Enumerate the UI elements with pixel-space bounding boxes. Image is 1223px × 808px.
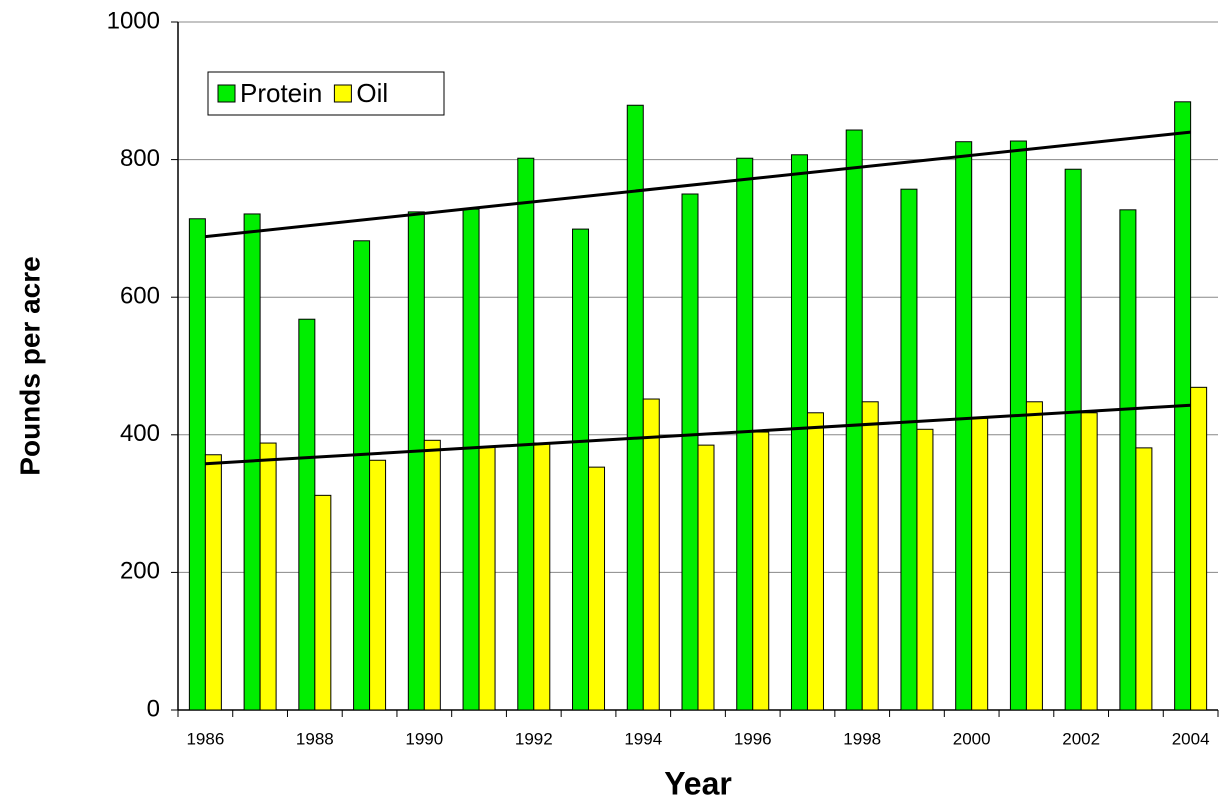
bar xyxy=(1009,140,1027,711)
bar xyxy=(533,442,551,711)
bar xyxy=(298,318,316,711)
bar xyxy=(1190,386,1208,711)
legend-swatch xyxy=(333,84,352,103)
bar xyxy=(697,444,715,711)
bar xyxy=(462,208,480,711)
trend-line xyxy=(205,130,1191,239)
y-tick-label: 400 xyxy=(120,420,160,447)
bar xyxy=(423,439,441,711)
x-tick-label: 1992 xyxy=(515,729,553,748)
y-tick-label: 0 xyxy=(147,695,160,722)
bar xyxy=(478,446,496,711)
x-tick-label: 2002 xyxy=(1062,729,1100,748)
bar xyxy=(314,494,332,711)
bar xyxy=(407,211,425,711)
x-tick-label: 2004 xyxy=(1172,729,1210,748)
bar xyxy=(1064,168,1082,711)
bar xyxy=(861,401,879,711)
bar xyxy=(1025,401,1043,711)
bar xyxy=(790,154,808,711)
bar xyxy=(971,417,989,711)
y-axis-title: Pounds per acre xyxy=(14,256,45,475)
bar xyxy=(353,240,371,711)
y-tick-label: 1000 xyxy=(107,7,160,34)
bar xyxy=(626,104,644,711)
x-axis-title: Year xyxy=(664,765,732,801)
bar xyxy=(1135,447,1153,711)
x-tick-label: 1990 xyxy=(405,729,443,748)
bar xyxy=(916,428,934,711)
y-tick-label: 800 xyxy=(120,145,160,172)
bar xyxy=(188,218,206,711)
y-tick-label: 200 xyxy=(120,558,160,585)
bar xyxy=(736,157,754,711)
bar xyxy=(900,188,918,711)
bar xyxy=(369,459,387,711)
bar xyxy=(845,129,863,711)
legend-box xyxy=(207,71,445,116)
bar xyxy=(1080,412,1098,711)
bar xyxy=(259,442,277,711)
bar xyxy=(572,228,590,711)
legend-label: Oil xyxy=(356,78,388,108)
bar xyxy=(204,454,222,711)
legend-label: Protein xyxy=(240,78,322,108)
bar xyxy=(806,412,824,711)
x-tick-label: 2000 xyxy=(953,729,991,748)
trend-line xyxy=(205,403,1191,466)
x-tick-label: 1988 xyxy=(296,729,334,748)
bar xyxy=(517,157,535,711)
y-tick-label: 600 xyxy=(120,283,160,310)
bar xyxy=(752,431,770,711)
bar xyxy=(681,193,699,711)
x-tick-label: 1986 xyxy=(186,729,224,748)
x-tick-label: 1996 xyxy=(734,729,772,748)
bar xyxy=(642,398,660,711)
x-tick-label: 1994 xyxy=(624,729,662,748)
bar xyxy=(955,141,973,711)
legend-swatch xyxy=(217,84,236,103)
x-tick-label: 1998 xyxy=(843,729,881,748)
bar xyxy=(1119,209,1137,711)
bar xyxy=(588,466,606,711)
